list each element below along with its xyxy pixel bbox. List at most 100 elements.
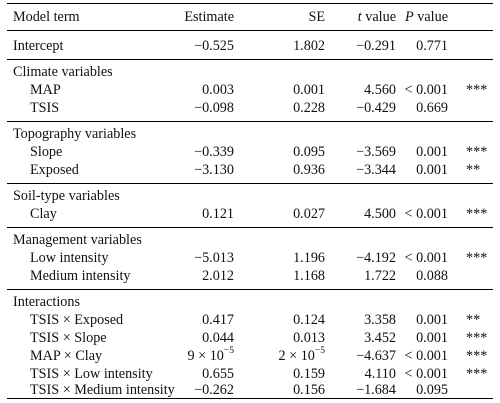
header-p-word: value bbox=[413, 9, 448, 25]
cell-p-value: < 0.001 bbox=[404, 366, 448, 382]
row-label: TSIS × Slope bbox=[30, 330, 107, 346]
section-title-management: Management variables bbox=[13, 232, 142, 248]
cell-se: 0.228 bbox=[293, 100, 325, 116]
se-exponent: −5 bbox=[314, 346, 325, 357]
cell-se: 0.156 bbox=[293, 382, 325, 398]
header-model-term: Model term bbox=[13, 9, 80, 25]
cell-t-value: 4.500 bbox=[364, 206, 396, 222]
row-label: Low intensity bbox=[30, 250, 109, 266]
cell-t-value: −1.684 bbox=[356, 382, 396, 398]
cell-estimate: 9 × 10−5 bbox=[187, 346, 235, 364]
section-title-topography: Topography variables bbox=[13, 126, 137, 142]
cell-significance: *** bbox=[466, 366, 488, 382]
cell-t-value: −3.344 bbox=[356, 162, 396, 178]
section-divider bbox=[7, 289, 493, 290]
cell-significance: *** bbox=[466, 330, 488, 346]
row-label: TSIS × Medium intensity bbox=[30, 382, 175, 398]
cell-se: 0.159 bbox=[293, 366, 325, 382]
row-label: Clay bbox=[30, 206, 57, 222]
header-se: SE bbox=[308, 9, 325, 25]
cell-p-value: < 0.001 bbox=[404, 348, 448, 364]
cell-p-value: < 0.001 bbox=[404, 250, 448, 266]
cell-t-value: 1.722 bbox=[364, 268, 396, 284]
se-base: 2 × 10 bbox=[278, 348, 315, 364]
section-divider bbox=[7, 59, 493, 60]
cell-estimate: 0.417 bbox=[202, 312, 234, 328]
cell-estimate: −5.013 bbox=[194, 250, 234, 266]
cell-t-value: −0.429 bbox=[356, 100, 396, 116]
cell-se: 2 × 10−5 bbox=[278, 346, 326, 364]
row-label: TSIS × Exposed bbox=[30, 312, 124, 328]
cell-t-value: 4.110 bbox=[364, 366, 396, 382]
cell-t-value: 3.358 bbox=[364, 312, 396, 328]
cell-se: 0.001 bbox=[293, 82, 325, 98]
row-label-intercept: Intercept bbox=[13, 38, 64, 54]
row-label: TSIS bbox=[30, 100, 60, 116]
cell-significance: *** bbox=[466, 206, 488, 222]
cell-p-value: 0.001 bbox=[416, 162, 448, 178]
cell-p-value: 0.095 bbox=[416, 382, 448, 398]
cell-se: 1.196 bbox=[293, 250, 325, 266]
header-p-value: P value bbox=[405, 9, 448, 25]
table-top-rule bbox=[7, 3, 493, 4]
estimate-base: 9 × 10 bbox=[187, 348, 224, 364]
cell-t-value: 3.452 bbox=[364, 330, 396, 346]
cell-estimate: −0.339 bbox=[194, 144, 234, 160]
header-p-symbol: P bbox=[405, 9, 414, 25]
cell-estimate: −0.525 bbox=[194, 38, 234, 54]
cell-p-value: < 0.001 bbox=[404, 206, 448, 222]
cell-estimate: 2.012 bbox=[202, 268, 234, 284]
cell-p-value: 0.001 bbox=[416, 312, 448, 328]
header-estimate: Estimate bbox=[184, 9, 234, 25]
cell-se: 1.802 bbox=[293, 38, 325, 54]
header-t-symbol: t bbox=[357, 9, 362, 25]
header-t-value: t value bbox=[358, 9, 396, 25]
cell-p-value: < 0.001 bbox=[404, 82, 448, 98]
cell-se: 1.168 bbox=[293, 268, 325, 284]
cell-significance: ** bbox=[466, 162, 481, 178]
cell-estimate: 0.655 bbox=[202, 366, 234, 382]
section-divider bbox=[7, 121, 493, 122]
section-divider bbox=[7, 227, 493, 228]
cell-p-value: 0.001 bbox=[416, 144, 448, 160]
table-bottom-rule bbox=[7, 398, 493, 399]
section-title-soil-type: Soil-type variables bbox=[13, 188, 120, 204]
cell-estimate: 0.044 bbox=[202, 330, 234, 346]
cell-estimate: −0.262 bbox=[194, 382, 234, 398]
cell-t-value: −4.192 bbox=[356, 250, 396, 266]
header-t-word: value bbox=[361, 9, 396, 25]
cell-estimate: 0.003 bbox=[202, 82, 234, 98]
row-label: TSIS × Low intensity bbox=[30, 366, 153, 382]
row-label: Slope bbox=[30, 144, 63, 160]
cell-significance: *** bbox=[466, 144, 488, 160]
header-bottom-rule bbox=[7, 30, 493, 31]
cell-t-value: −3.569 bbox=[356, 144, 396, 160]
row-label: Medium intensity bbox=[30, 268, 131, 284]
cell-se: 0.936 bbox=[293, 162, 325, 178]
cell-t-value: −4.637 bbox=[356, 348, 396, 364]
row-label: Exposed bbox=[30, 162, 79, 178]
cell-t-value: −0.291 bbox=[356, 38, 396, 54]
cell-p-value: 0.001 bbox=[416, 330, 448, 346]
cell-significance: *** bbox=[466, 348, 488, 364]
cell-se: 0.095 bbox=[293, 144, 325, 160]
cell-estimate: −3.130 bbox=[194, 162, 234, 178]
cell-se: 0.013 bbox=[293, 330, 325, 346]
section-title-interactions: Interactions bbox=[13, 294, 80, 310]
section-title-climate: Climate variables bbox=[13, 64, 113, 80]
cell-significance: ** bbox=[466, 312, 481, 328]
cell-significance: *** bbox=[466, 250, 488, 266]
cell-significance: *** bbox=[466, 82, 488, 98]
cell-se: 0.027 bbox=[293, 206, 325, 222]
cell-p-value: 0.669 bbox=[416, 100, 448, 116]
row-label: MAP bbox=[30, 82, 61, 98]
cell-estimate: −0.098 bbox=[194, 100, 234, 116]
estimate-exponent: −5 bbox=[223, 346, 234, 357]
cell-p-value: 0.088 bbox=[416, 268, 448, 284]
section-divider bbox=[7, 183, 493, 184]
cell-t-value: 4.560 bbox=[364, 82, 396, 98]
row-label: MAP × Clay bbox=[30, 348, 103, 364]
cell-estimate: 0.121 bbox=[202, 206, 234, 222]
cell-se: 0.124 bbox=[293, 312, 325, 328]
